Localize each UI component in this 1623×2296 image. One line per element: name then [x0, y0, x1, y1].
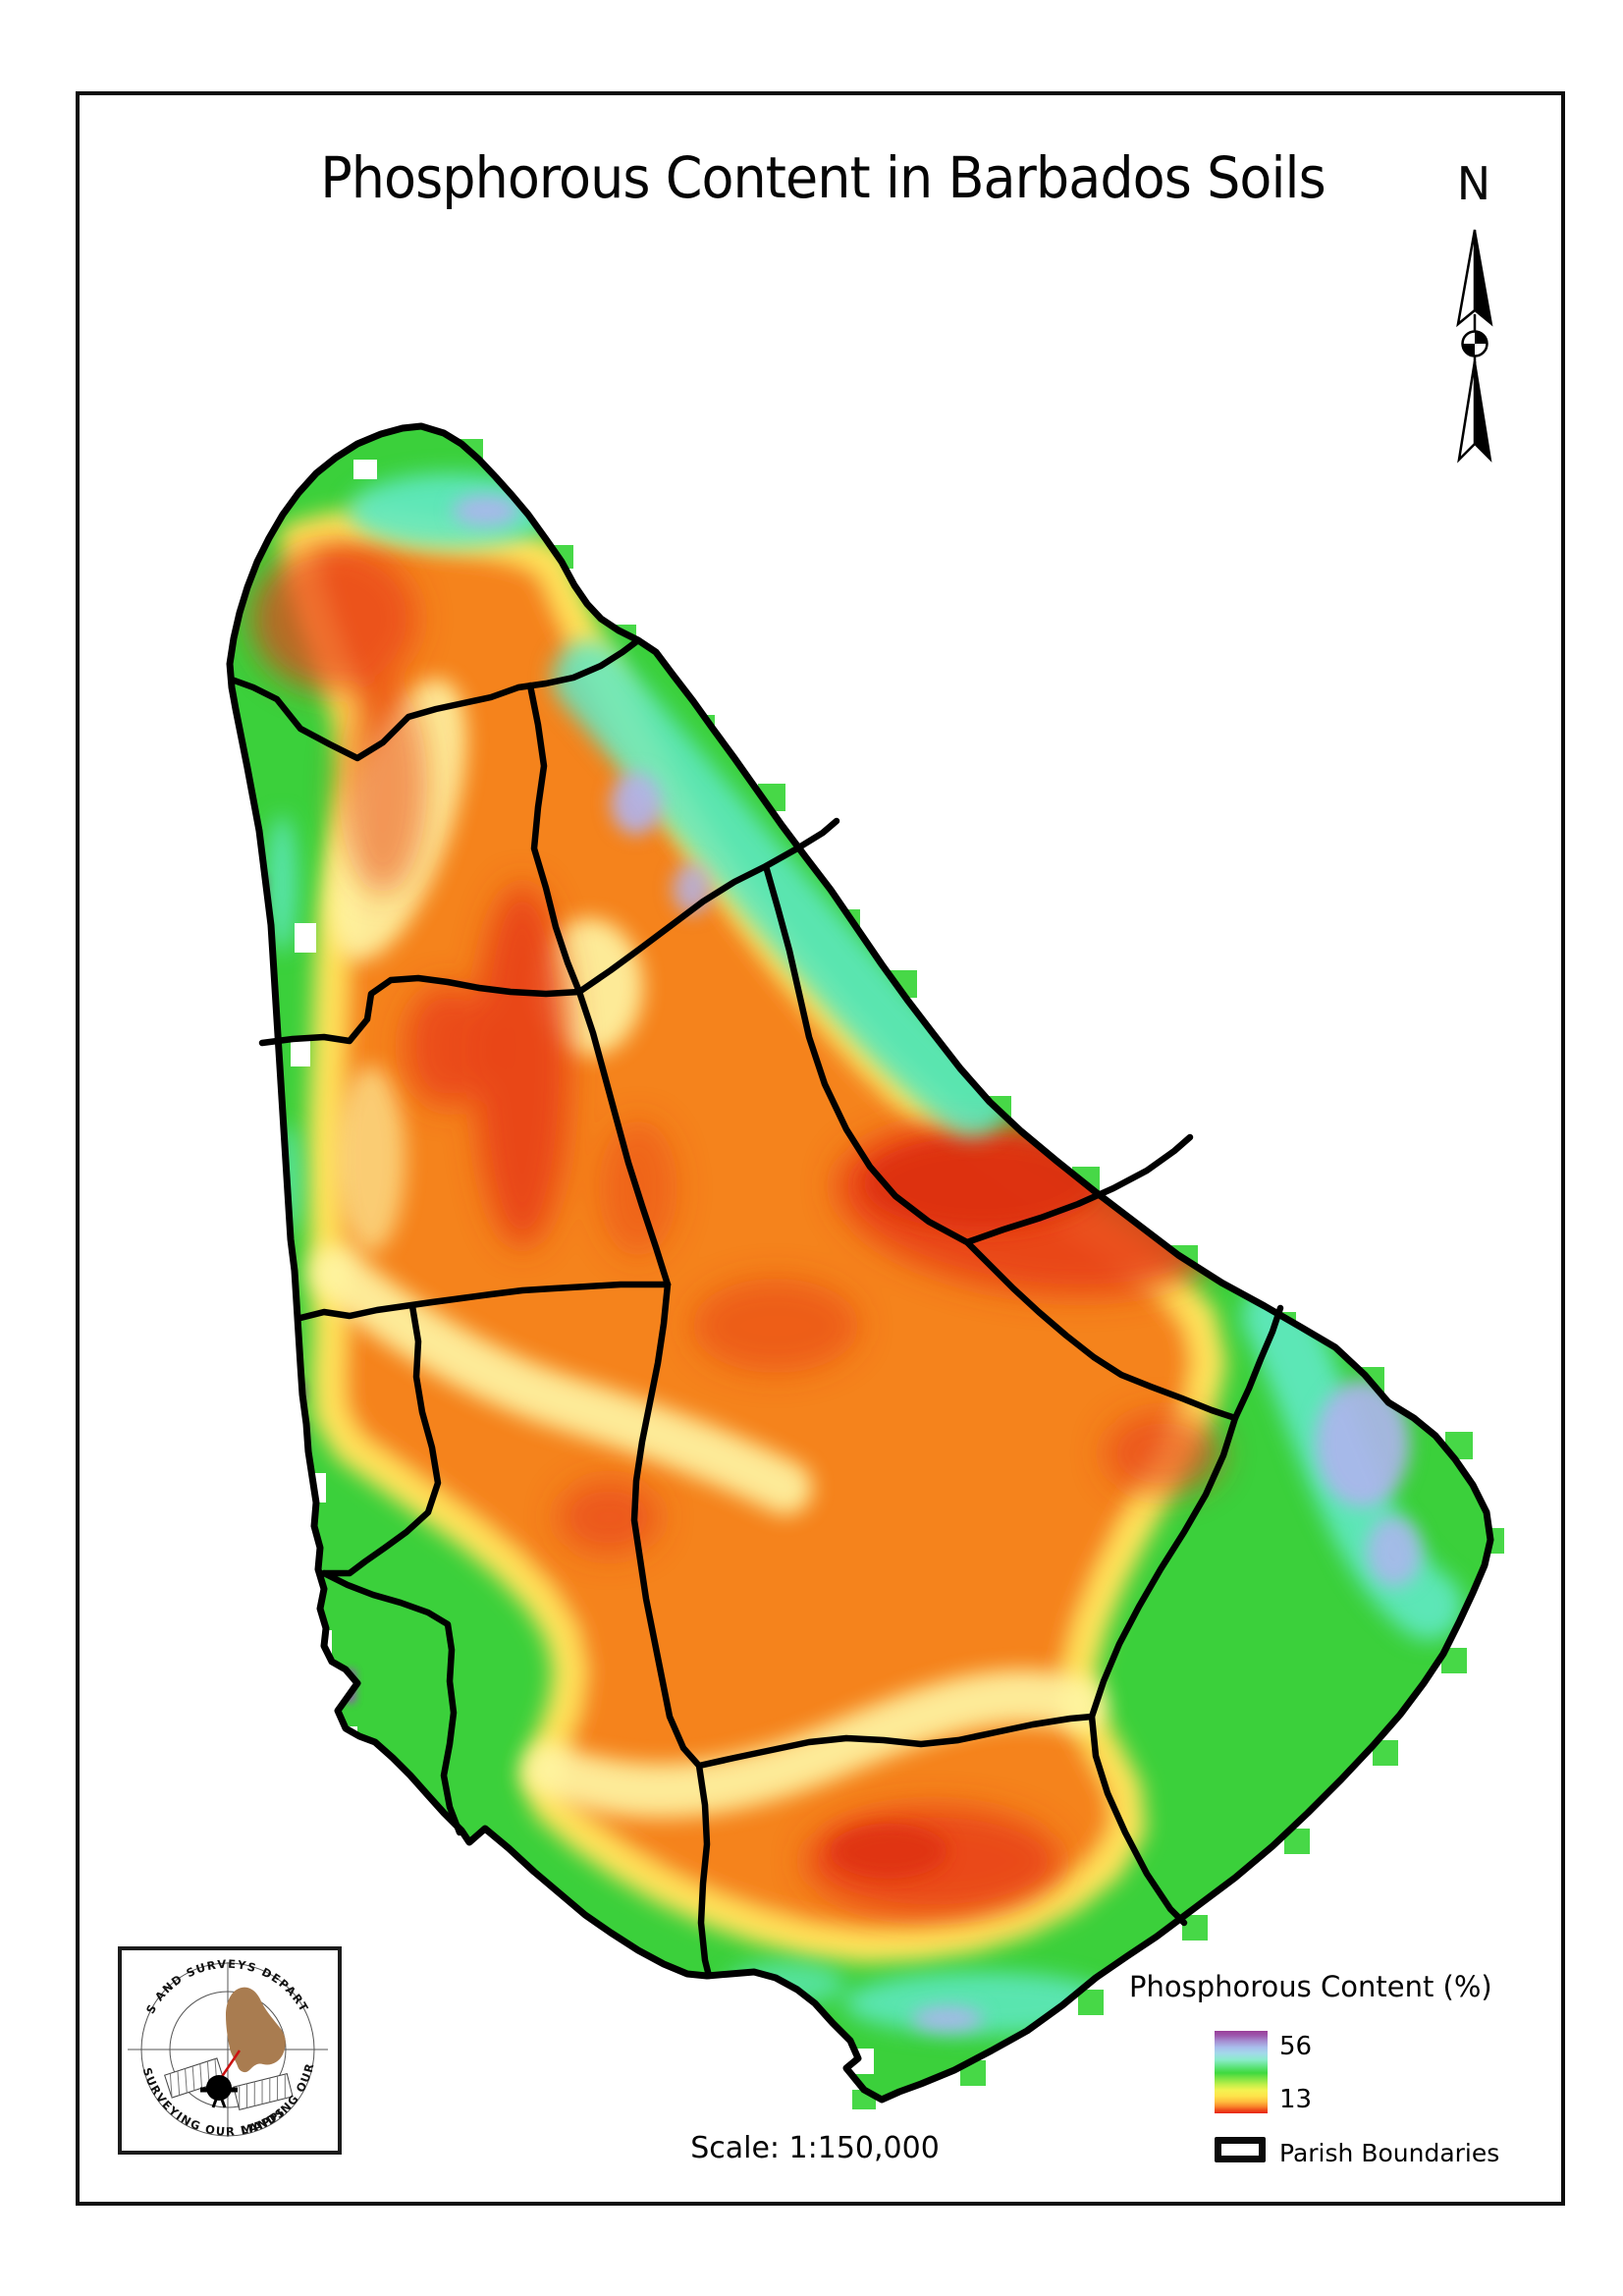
raster-cyan-patches — [266, 473, 1463, 2035]
soil-raster — [230, 426, 1490, 2100]
legend-color-ramp — [1215, 2031, 1268, 2113]
department-seal-logo: LANDS AND SURVEYS DEPARTMENT SURVEYING O… — [118, 1946, 342, 2155]
raster-darkred-cores — [830, 1136, 1100, 1879]
legend-title: Phosphorous Content (%) — [1129, 1970, 1492, 2003]
legend-parish-label: Parish Boundaries — [1279, 2139, 1500, 2167]
raster-lavender-patches — [453, 495, 1422, 2032]
north-arrow-icon — [1456, 229, 1493, 464]
coastline — [226, 422, 1494, 2104]
scale-text: Scale: 1:150,000 — [690, 2131, 940, 2165]
seal-graphic — [128, 1962, 328, 2137]
legend-max-label: 56 — [1279, 2032, 1313, 2061]
barbados-silhouette — [226, 1987, 286, 2073]
page-title: Phosphorous Content in Barbados Soils — [320, 144, 1326, 211]
north-label: N — [1456, 157, 1491, 210]
legend-min-label: 13 — [1279, 2085, 1313, 2114]
parish-boundaries — [228, 636, 1284, 1980]
theodolite-icon — [200, 2075, 238, 2108]
survey-plans-hatch — [164, 2057, 294, 2111]
legend-parish-swatch — [1215, 2137, 1266, 2162]
